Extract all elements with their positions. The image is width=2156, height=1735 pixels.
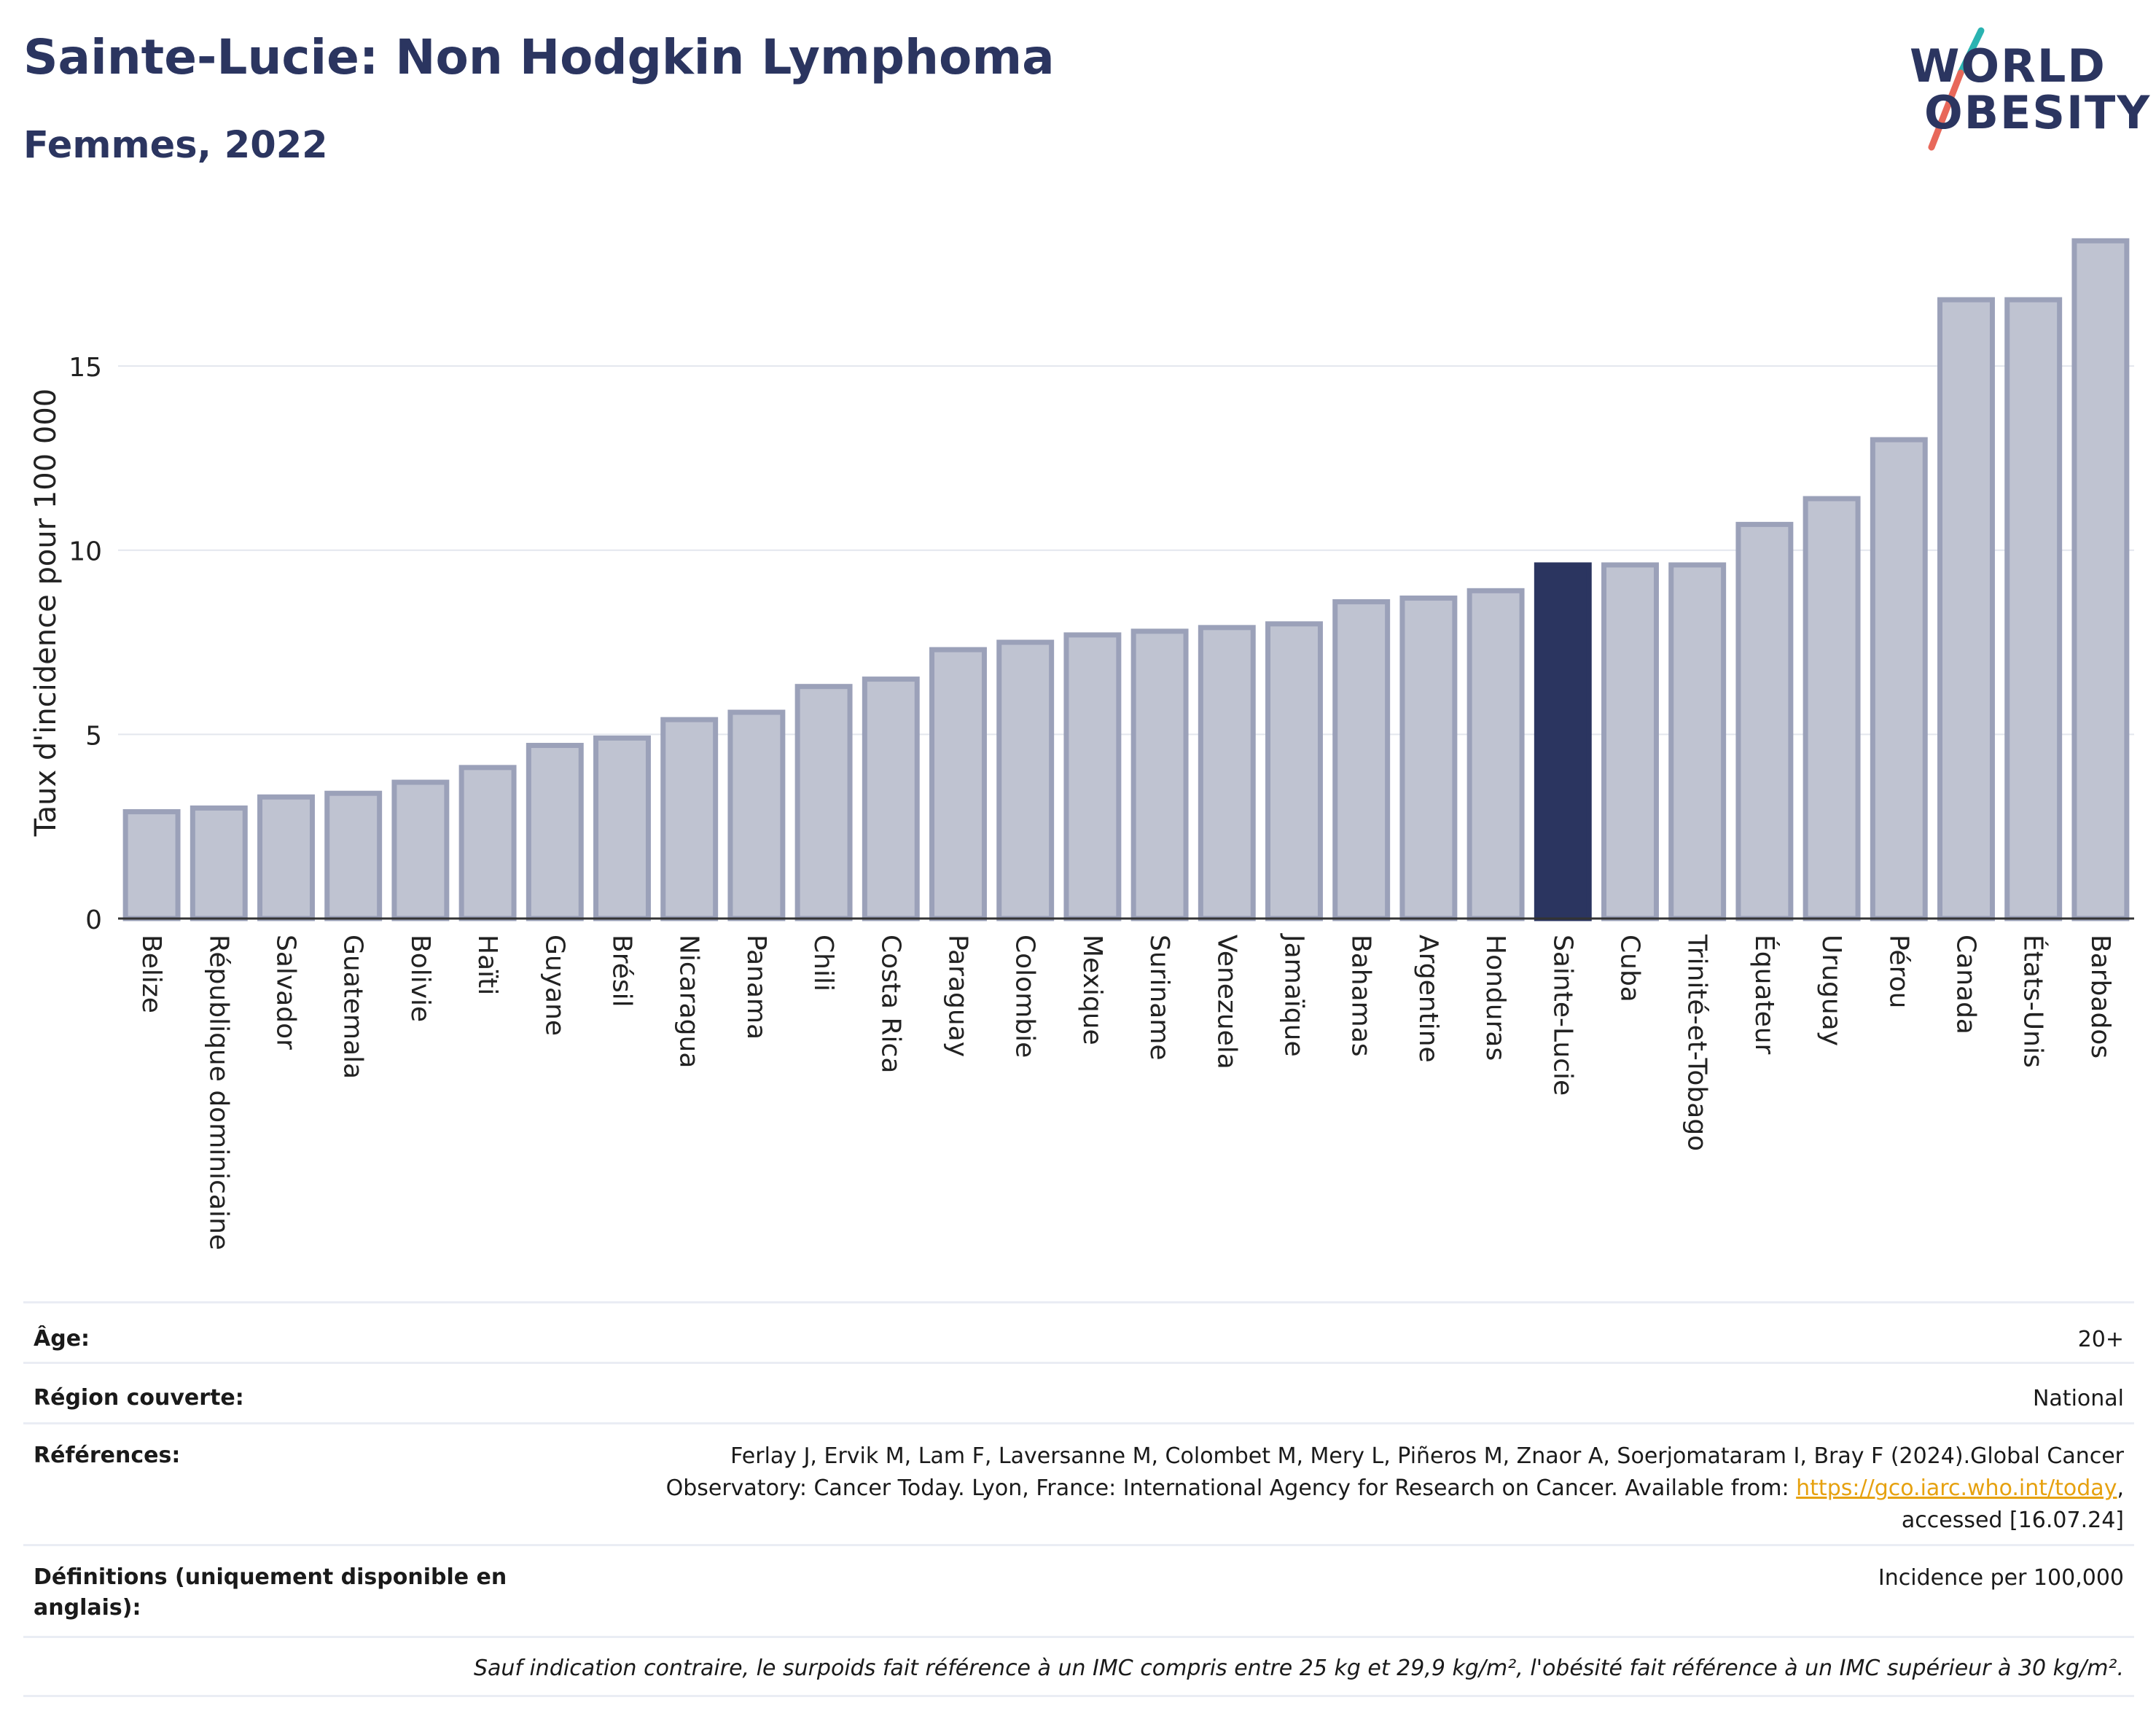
y-tick-label: 10 [69, 537, 102, 567]
region-row: Région couverte: National [23, 1362, 2134, 1422]
age-label: Âge: [34, 1326, 90, 1352]
x-tick-label: Colombie [1010, 935, 1040, 1058]
note-row: Sauf indication contraire, le surpoids f… [23, 1636, 2134, 1697]
x-tick-label: Trinité-et-Tobago [1682, 934, 1712, 1151]
x-tick-label: Argentine [1413, 935, 1443, 1063]
bar [2071, 238, 2130, 921]
bar [660, 717, 719, 921]
page-subtitle: Femmes, 2022 [23, 124, 328, 167]
y-tick-label: 0 [85, 905, 102, 935]
x-tick-label: Belize [136, 935, 166, 1013]
age-row: Âge: 20+ [23, 1301, 2134, 1362]
bar [458, 765, 517, 921]
region-value: National [2032, 1386, 2124, 1411]
references-label: Références: [34, 1443, 181, 1468]
note-text: Sauf indication contraire, le surpoids f… [473, 1656, 2124, 1681]
bar [593, 735, 651, 921]
world-obesity-logo: WORLD OBESITY [1895, 22, 2149, 153]
y-tick-label: 15 [69, 353, 102, 383]
bar [324, 790, 383, 921]
definitions-value: Incidence per 100,000 [1878, 1565, 2124, 1591]
info-table: Âge: 20+ Région couverte: National Référ… [23, 1301, 2134, 1697]
x-tick-label: Haïti [472, 935, 502, 995]
x-tick-label: Bahamas [1346, 935, 1376, 1057]
x-tick-label: Honduras [1480, 935, 1510, 1061]
x-tick-label: Guatemala [338, 935, 368, 1079]
bar [1601, 562, 1659, 921]
x-tick-label: Pérou [1883, 935, 1913, 1008]
x-tick-label: Barbados [2085, 935, 2115, 1058]
bar [190, 805, 248, 921]
bar [257, 794, 315, 921]
references-line-2: Observatory: Cancer Today. Lyon, France:… [666, 1473, 2124, 1505]
x-tick-label: Salvador [271, 935, 301, 1050]
logo-text-world: WORLD [1910, 39, 2106, 93]
bar [1802, 496, 1861, 921]
bar [122, 808, 181, 921]
x-tick-label: Suriname [1144, 935, 1174, 1061]
bar [2004, 297, 2063, 921]
x-tick-label: Bolivie [405, 935, 435, 1022]
logo-slash-icon [1928, 27, 1985, 151]
age-value: 20+ [2077, 1327, 2124, 1352]
references-link[interactable]: https://gco.iarc.who.int/today [1796, 1475, 2117, 1501]
x-tick-label: Guyane [539, 935, 569, 1036]
bar [862, 677, 920, 921]
bar [391, 779, 450, 921]
definitions-label-line-1: Définitions (uniquement disponible en [34, 1564, 507, 1590]
x-tick-label: Jamaïque [1279, 933, 1309, 1057]
references-line-2-end: , [2117, 1475, 2124, 1501]
bar [1466, 588, 1525, 921]
bar [1668, 562, 1727, 921]
references-line-2-text: Observatory: Cancer Today. Lyon, France:… [665, 1475, 1797, 1501]
bar [1399, 595, 1458, 921]
references-row: Références: Ferlay J, Ervik M, Lam F, La… [23, 1422, 2134, 1544]
bar [794, 684, 853, 921]
references-value: Ferlay J, Ervik M, Lam F, Laversanne M, … [666, 1440, 2124, 1537]
x-tick-label: Paraguay [943, 935, 973, 1057]
x-tick-label: Cuba [1615, 935, 1645, 1002]
x-tick-label: Venezuela [1211, 935, 1241, 1069]
logo-text-obesity: OBESITY [1924, 86, 2152, 139]
bar [929, 647, 987, 921]
bar [1937, 297, 1995, 921]
region-label: Région couverte: [34, 1385, 244, 1411]
x-tick-label: États-Unis [2018, 935, 2049, 1068]
page-title: Sainte-Lucie: Non Hodgkin Lymphoma [23, 29, 1055, 85]
x-tick-label: Uruguay [1816, 935, 1846, 1046]
bar [1063, 632, 1122, 921]
definitions-row: Définitions (uniquement disponible en an… [23, 1544, 2134, 1636]
references-line-1: Ferlay J, Ervik M, Lam F, Laversanne M, … [730, 1443, 2124, 1469]
bar [1130, 628, 1189, 921]
definitions-label: Définitions (uniquement disponible en an… [34, 1562, 507, 1623]
bar [1870, 437, 1928, 921]
x-tick-label: Costa Rica [875, 935, 905, 1073]
references-line-3: accessed [16.07.24] [1901, 1508, 2124, 1533]
x-tick-label: Brésil [607, 935, 637, 1007]
bar [1265, 621, 1323, 921]
bar [727, 709, 786, 921]
bar [526, 743, 584, 921]
x-tick-label: République dominicaine [203, 935, 233, 1250]
bar [1198, 625, 1256, 921]
bar [1332, 599, 1391, 921]
y-tick-label: 5 [85, 721, 102, 751]
definitions-label-line-2: anglais): [34, 1595, 141, 1621]
x-tick-label: Équateur [1749, 935, 1780, 1055]
x-tick-label: Panama [741, 935, 771, 1040]
x-tick-label: Mexique [1077, 935, 1107, 1045]
x-tick-label: Chili [808, 935, 838, 991]
bar [1735, 521, 1794, 921]
x-tick-label: Canada [1951, 935, 1981, 1034]
x-tick-label: Nicaragua [674, 935, 704, 1068]
bar [996, 639, 1055, 921]
x-tick-label: Sainte-Lucie [1547, 935, 1577, 1096]
bar [1534, 562, 1592, 921]
y-axis-label: Taux d'incidence pour 100 000 [29, 389, 63, 837]
